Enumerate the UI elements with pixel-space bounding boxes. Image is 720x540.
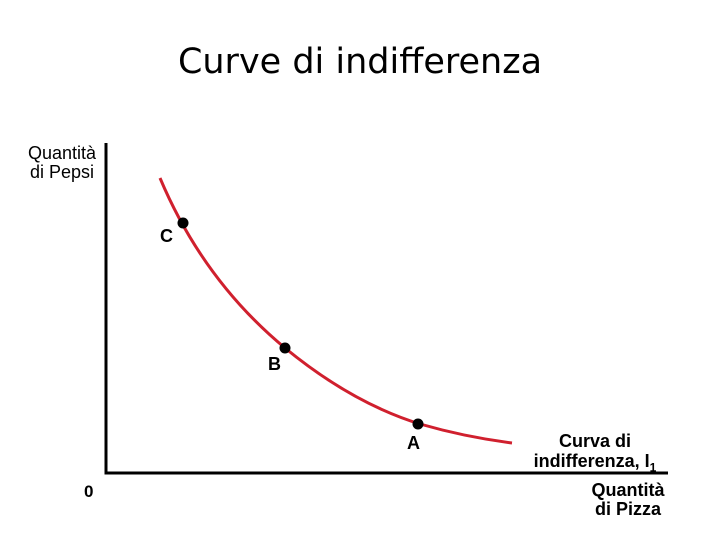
point-a-dot [412,418,424,430]
diagram-title: Curve di indifferenza [177,42,543,82]
point-b-dot [279,342,291,354]
curve-label-line1: Curva di [558,431,632,451]
x-axis-label: Quantità di Pizza [568,481,688,519]
x-axis-label-line2: di Pizza [594,499,661,519]
curve-label-subscript: 1 [649,460,657,475]
y-axis-label: Quantità di Pepsi [12,144,112,182]
point-c-dot [177,217,189,229]
indifference-curve [158,177,513,445]
y-axis-label-line1: Quantità [27,143,97,163]
point-b-label: B [268,354,281,374]
curve-label-line2: indifferenza, I1 [500,451,690,478]
y-axis-label-line2: di Pepsi [29,162,95,182]
curve-label: Curva di indifferenza, I1 [500,431,690,478]
curve-label-name: indifferenza, I [533,451,650,471]
x-axis-label-line1: Quantità [591,480,665,500]
point-c-label: C [160,226,173,246]
point-a-label: A [407,433,420,453]
origin-label: 0 [84,482,94,501]
